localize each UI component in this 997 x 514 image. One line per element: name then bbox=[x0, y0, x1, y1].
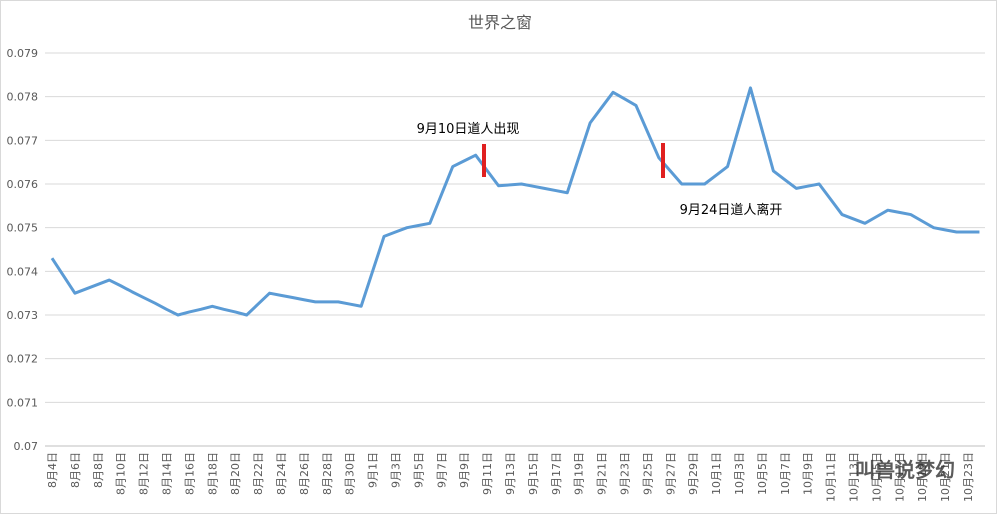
x-tick-label: 8月22日 bbox=[252, 452, 265, 495]
x-tick-label: 9月5日 bbox=[412, 452, 425, 488]
data-line bbox=[50, 86, 980, 317]
x-tick-label: 10月15日 bbox=[870, 452, 883, 502]
x-tick-label: 8月12日 bbox=[138, 452, 151, 495]
y-tick-label: 0.071 bbox=[7, 396, 39, 409]
x-tick-label: 8月4日 bbox=[46, 452, 59, 488]
annotation: 9月10日道人出现 bbox=[417, 122, 520, 137]
x-tick-label: 9月21日 bbox=[596, 452, 609, 495]
x-tick-label: 10月13日 bbox=[848, 452, 861, 502]
x-tick-label: 10月5日 bbox=[756, 452, 769, 495]
x-tick-label: 10月1日 bbox=[710, 452, 723, 495]
y-tick-label: 0.077 bbox=[7, 134, 39, 147]
y-tick-label: 0.073 bbox=[7, 309, 39, 322]
event-marker bbox=[482, 144, 486, 177]
x-tick-label: 8月6日 bbox=[69, 452, 82, 488]
x-tick-label: 8月10日 bbox=[115, 452, 128, 495]
annotation: 9月24日道人离开 bbox=[680, 202, 783, 218]
x-tick-label: 8月18日 bbox=[206, 452, 219, 495]
y-tick-label: 0.079 bbox=[7, 47, 39, 60]
x-tick-label: 8月24日 bbox=[275, 452, 288, 495]
x-tick-label: 8月8日 bbox=[92, 452, 105, 488]
y-tick-label: 0.072 bbox=[7, 353, 39, 366]
event-marker bbox=[661, 143, 665, 178]
watermark: 叫兽说梦幻 bbox=[855, 458, 955, 482]
x-tick-label: 8月14日 bbox=[161, 452, 174, 495]
x-tick-label: 10月19日 bbox=[916, 452, 929, 502]
x-tick-label: 8月28日 bbox=[321, 452, 334, 495]
x-tick-label: 10月23日 bbox=[962, 452, 975, 502]
y-tick-label: 0.075 bbox=[7, 222, 39, 235]
x-tick-label: 8月16日 bbox=[183, 452, 196, 495]
x-tick-label: 10月21日 bbox=[939, 452, 952, 502]
x-tick-label: 10月3日 bbox=[733, 452, 746, 495]
y-tick-label: 0.078 bbox=[7, 91, 39, 104]
chart-title: 世界之窗 bbox=[468, 13, 532, 32]
x-tick-label: 9月3日 bbox=[390, 452, 403, 488]
x-tick-label: 9月19日 bbox=[573, 452, 586, 495]
x-tick-label: 10月11日 bbox=[825, 452, 838, 502]
x-tick-label: 9月27日 bbox=[664, 452, 677, 495]
y-tick-label: 0.074 bbox=[7, 265, 39, 278]
x-tick-label: 9月9日 bbox=[458, 452, 471, 488]
x-tick-label: 9月1日 bbox=[367, 452, 380, 488]
x-tick-label: 9月7日 bbox=[435, 452, 448, 488]
x-tick-label: 8月30日 bbox=[344, 452, 357, 495]
x-tick-label: 9月23日 bbox=[619, 452, 632, 495]
x-tick-label: 10月9日 bbox=[802, 452, 815, 495]
x-tick-label: 9月29日 bbox=[687, 452, 700, 495]
x-tick-label: 8月20日 bbox=[229, 452, 242, 495]
x-tick-label: 8月26日 bbox=[298, 452, 311, 495]
x-tick-label: 9月13日 bbox=[504, 452, 517, 495]
x-tick-label: 9月17日 bbox=[550, 452, 563, 495]
y-tick-label: 0.076 bbox=[7, 178, 39, 191]
x-tick-label: 9月15日 bbox=[527, 452, 540, 495]
x-tick-label: 10月7日 bbox=[779, 452, 792, 495]
x-tick-label: 10月17日 bbox=[893, 452, 906, 502]
x-tick-label: 9月11日 bbox=[481, 452, 494, 495]
x-tick-label: 9月25日 bbox=[641, 452, 654, 495]
y-tick-label: 0.07 bbox=[14, 440, 39, 453]
